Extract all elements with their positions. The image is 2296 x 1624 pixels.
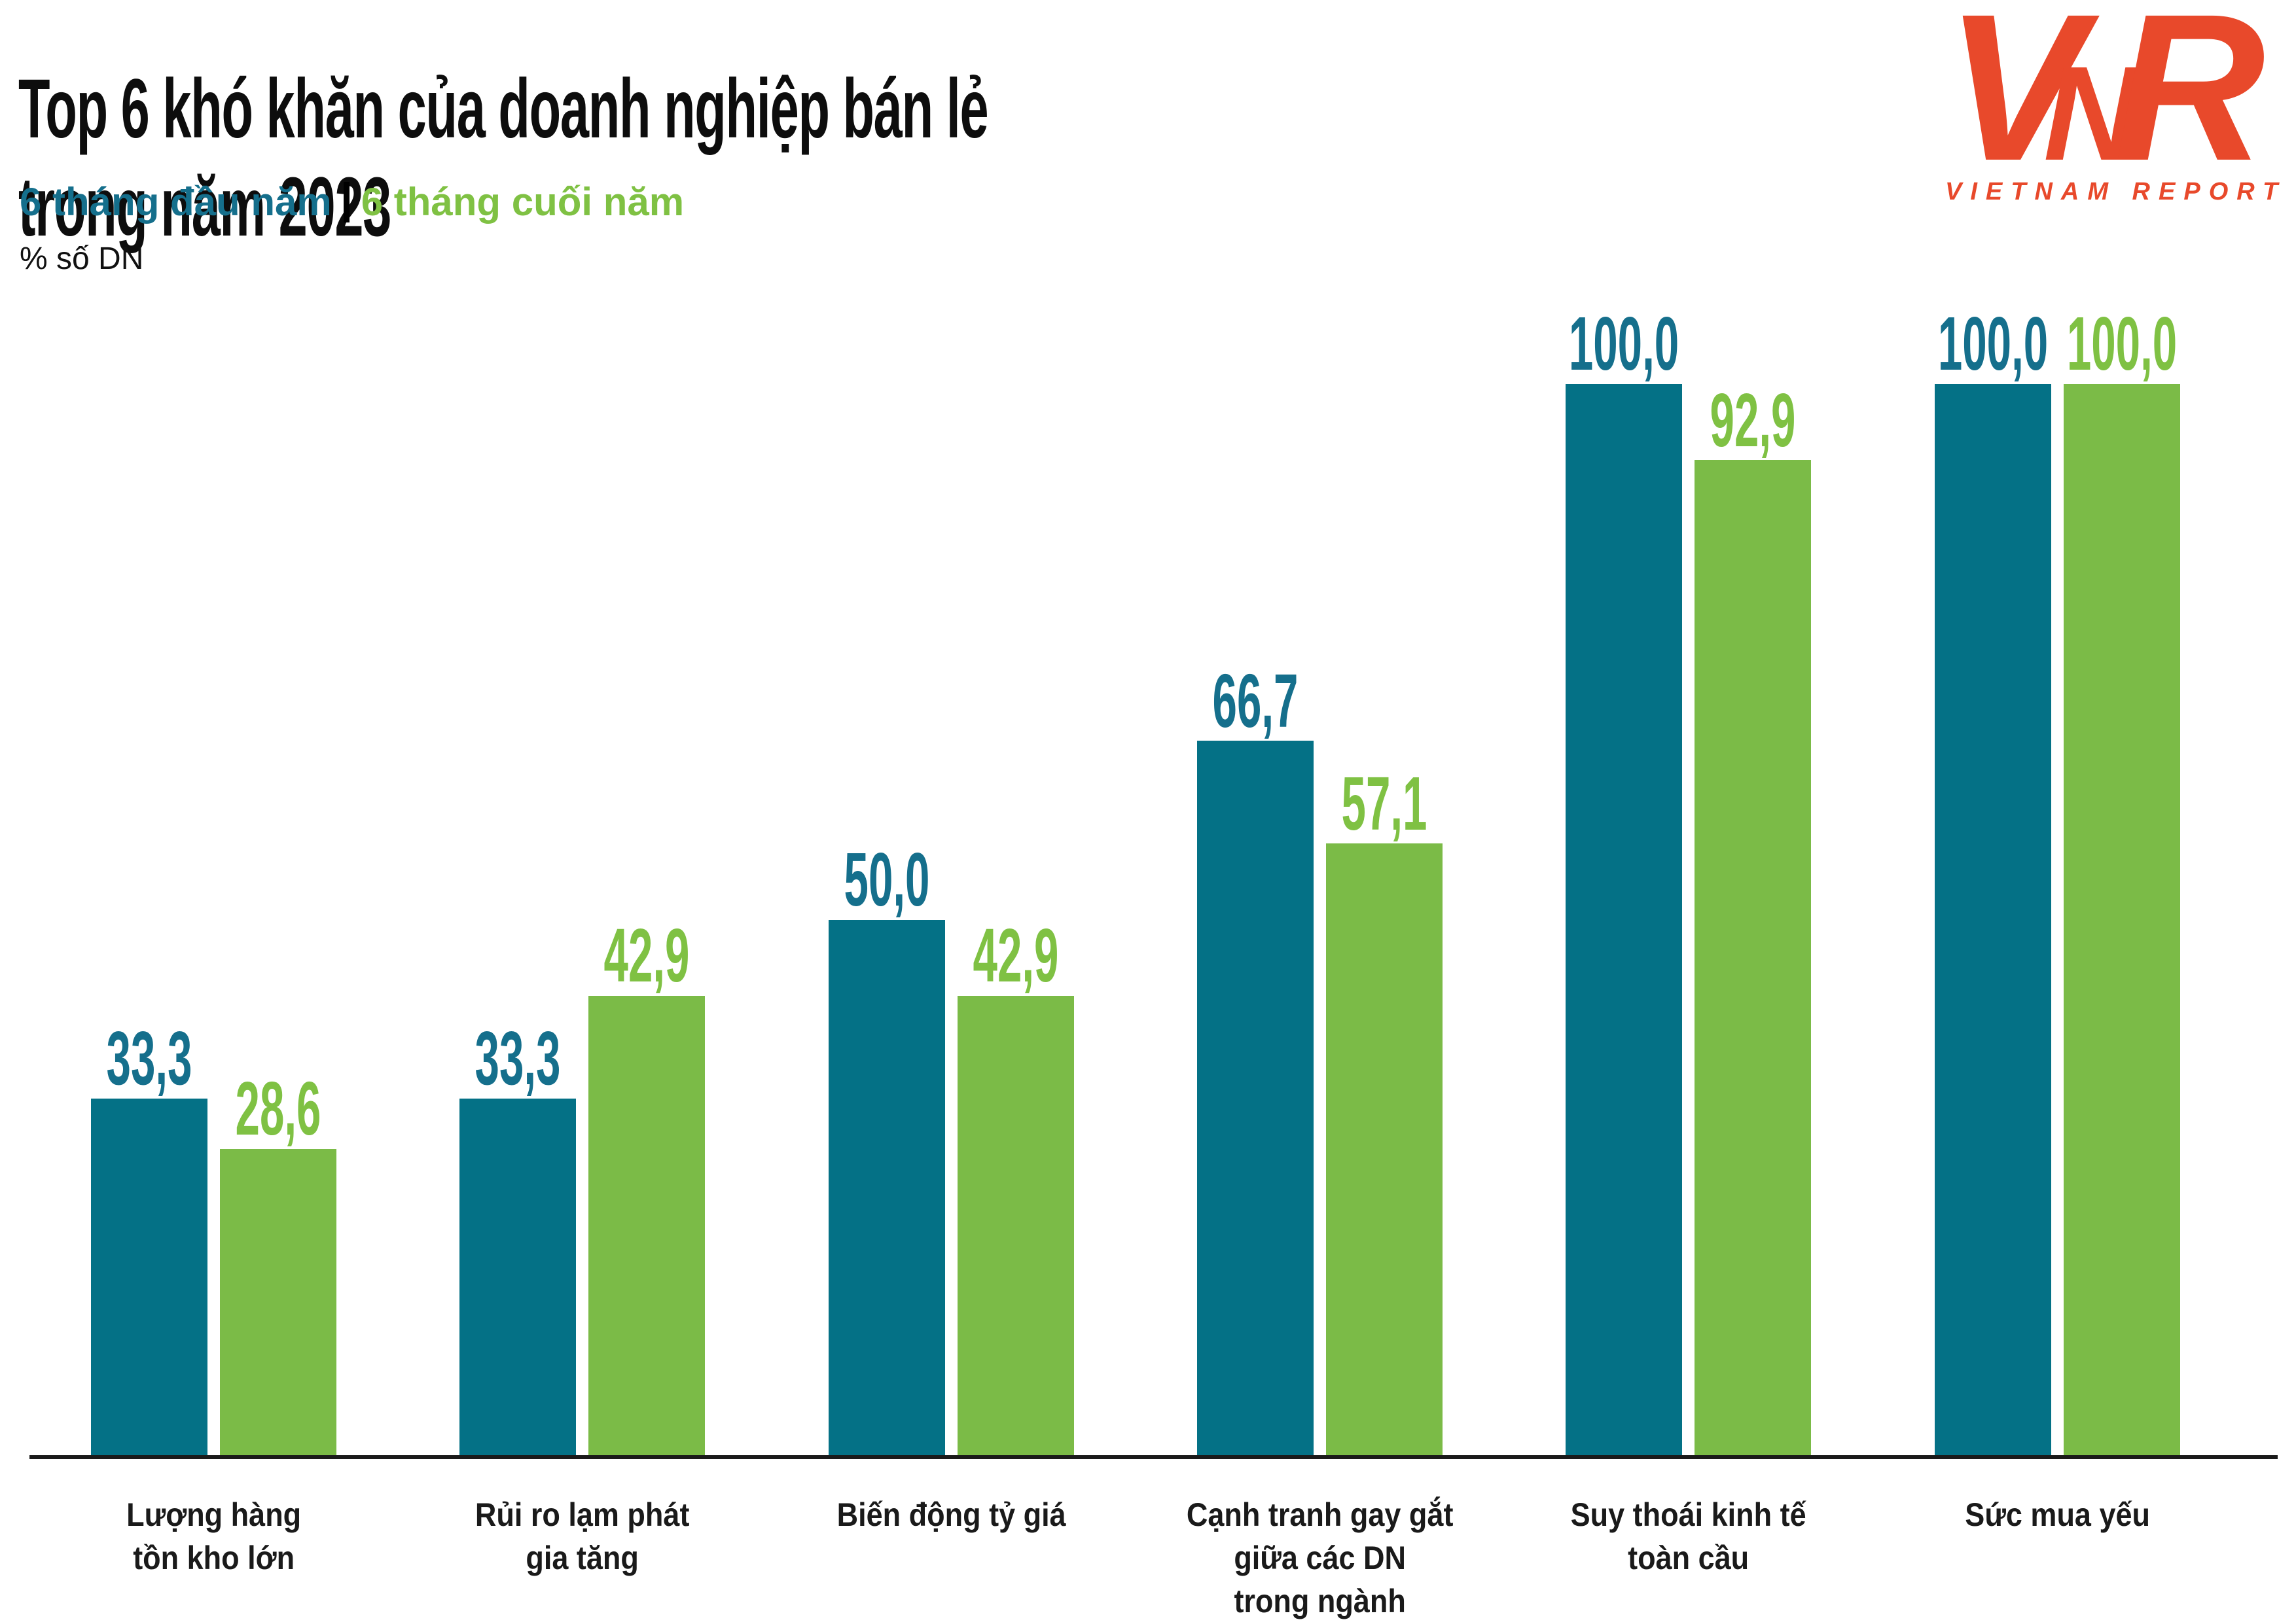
bar-column-second-half: 28,6 [220, 253, 337, 1455]
value-label-second-half: 42,9 [604, 913, 690, 998]
bar-column-first-half: 100,0 [1934, 253, 2051, 1455]
category-label: Sức mua yếu [1964, 1496, 2150, 1533]
bar-column-second-half: 92,9 [1695, 253, 1812, 1455]
value-label-first-half: 33,3 [475, 1015, 561, 1101]
bar-column-second-half: 42,9 [588, 253, 706, 1455]
bar-second-half [1695, 460, 1812, 1455]
bar-first-half [828, 919, 945, 1455]
value-label-first-half: 100,0 [1569, 301, 1679, 387]
logo-letter-r: R [2114, 4, 2265, 174]
plot-area: 33,3 28,6 33,3 42,9 50,0 42,9 66,7 57,1 100,0 92,… [29, 253, 2242, 1455]
bar-column-second-half: 57,1 [1326, 253, 1443, 1455]
bar-column-second-half: 42,9 [957, 253, 1074, 1455]
legend-separator [343, 182, 350, 222]
legend-first-half: 6 tháng đầu năm [20, 180, 332, 224]
page-title: Top 6 khó khăn của doanh nghiệp bán lẻ t… [18, 62, 989, 254]
category-label: Suy thoái kinh tế toàn cầu [1570, 1496, 1806, 1576]
chart-legend: 6 tháng đầu năm 6 tháng cuối năm [20, 182, 684, 222]
bar-column-first-half: 33,3 [91, 253, 208, 1455]
category-axis-labels: Lượng hàng tồn kho lớn Rủi ro lạm phát gi… [29, 1459, 2242, 1623]
bar-group: 50,0 42,9 [767, 253, 1136, 1455]
bar-first-half [1566, 384, 1683, 1455]
bar-group: 100,0 92,9 [1504, 253, 1873, 1455]
logo-letter-v: V [1945, 4, 2102, 174]
category-label: Cạnh tranh gay gắt giữa các DN trong ngà… [1186, 1496, 1454, 1619]
value-label-first-half: 100,0 [1937, 301, 2048, 387]
vnr-logo: V N R VIETNAM REPORT [1945, 4, 2286, 206]
vnr-logo-wordmark: VIETNAM REPORT [1945, 178, 2287, 205]
value-label-second-half: 100,0 [2066, 301, 2177, 387]
bar-group: 33,3 28,6 [29, 253, 398, 1455]
value-label-second-half: 28,6 [235, 1066, 321, 1152]
bar-column-first-half: 33,3 [459, 253, 577, 1455]
category-label: Biến động tỷ giá [836, 1496, 1066, 1533]
bar-first-half [1934, 384, 2051, 1455]
value-label-second-half: 57,1 [1341, 760, 1427, 846]
bar-column-second-half: 100,0 [2063, 253, 2180, 1455]
bar-second-half [588, 995, 706, 1455]
bar-second-half [957, 995, 1074, 1455]
value-label-second-half: 92,9 [1710, 377, 1796, 463]
value-label-first-half: 66,7 [1212, 658, 1299, 743]
bar-second-half [2063, 384, 2180, 1455]
value-label-second-half: 42,9 [973, 913, 1059, 998]
bar-group: 33,3 42,9 [398, 253, 766, 1455]
bar-column-first-half: 100,0 [1566, 253, 1683, 1455]
vnr-logo-mark: V N R [1945, 4, 2265, 174]
bar-group: 66,7 57,1 [1136, 253, 1504, 1455]
bar-first-half [91, 1098, 208, 1455]
bar-second-half [1326, 843, 1443, 1455]
value-label-first-half: 33,3 [106, 1015, 192, 1101]
value-label-first-half: 50,0 [844, 836, 930, 922]
axis-unit-label: % số DN [20, 241, 144, 276]
category-label: Rủi ro lạm phát gia tăng [475, 1496, 690, 1576]
bar-column-first-half: 50,0 [828, 253, 945, 1455]
bar-chart: 33,3 28,6 33,3 42,9 50,0 42,9 66,7 57,1 100,0 92,… [29, 253, 2278, 1623]
bar-first-half [459, 1098, 577, 1455]
bar-first-half [1197, 741, 1314, 1455]
logo-letter-n: N [2043, 39, 2143, 174]
bar-second-half [220, 1148, 337, 1455]
category-label: Lượng hàng tồn kho lớn [126, 1496, 302, 1576]
bar-group: 100,0 100,0 [1873, 253, 2242, 1455]
legend-second-half: 6 tháng cuối năm [361, 180, 685, 224]
bar-column-first-half: 66,7 [1197, 253, 1314, 1455]
x-axis-line [29, 1455, 2278, 1459]
